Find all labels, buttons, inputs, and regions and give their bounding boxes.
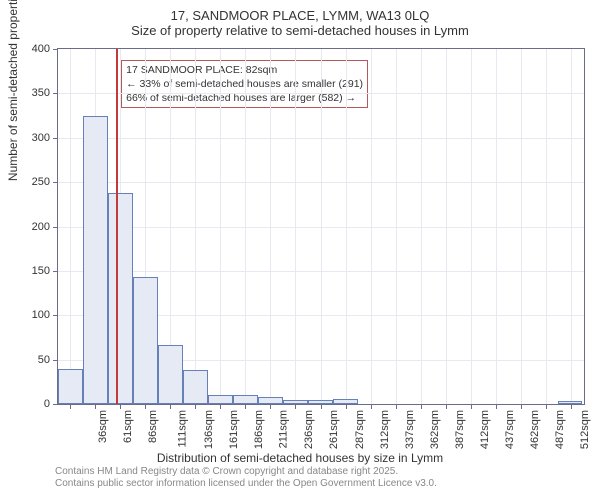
x-tick-label: 136sqm [204,410,216,449]
grid-line-v [546,49,547,404]
grid-line-v [195,49,196,404]
grid-line-v [270,49,271,404]
grid-line-v [346,49,347,404]
grid-line-v [521,49,522,404]
x-axis-title: Distribution of semi-detached houses by … [5,451,595,465]
y-tick-label: 50 [38,354,50,366]
histogram-bar [258,397,283,404]
histogram-bar [183,370,208,404]
x-tick [170,404,171,409]
x-tick-label: 312sqm [379,410,391,449]
grid-line-v [371,49,372,404]
histogram-bar [233,395,258,404]
y-tick [53,93,58,94]
y-tick [53,315,58,316]
y-tick-label: 200 [32,221,50,233]
grid-line-v [321,49,322,404]
reference-line [116,49,118,404]
x-tick-label: 412sqm [479,410,491,449]
x-tick-label: 36sqm [98,410,110,443]
x-tick-label: 261sqm [328,410,340,449]
chart-title-line1: 17, SANDMOOR PLACE, LYMM, WA13 0LQ [5,8,595,23]
grid-line-v [245,49,246,404]
x-tick-label: 161sqm [229,410,241,449]
y-tick [53,49,58,50]
x-tick-label: 337sqm [404,410,416,449]
x-tick [120,404,121,409]
x-tick [346,404,347,409]
histogram-bar [333,399,358,404]
x-tick [496,404,497,409]
x-tick [446,404,447,409]
y-tick-label: 350 [32,87,50,99]
histogram-bar [83,116,108,404]
x-tick [270,404,271,409]
grid-line-v [496,49,497,404]
y-tick [53,404,58,405]
grid-line-v [295,49,296,404]
x-tick-label: 86sqm [147,410,159,443]
histogram-bar [558,401,583,404]
x-tick-label: 512sqm [579,410,591,449]
grid-line-v [70,49,71,404]
y-tick [53,271,58,272]
x-tick-label: 462sqm [529,410,541,449]
caption-line1: Contains HM Land Registry data © Crown c… [55,466,437,478]
grid-line-v [220,49,221,404]
y-tick-label: 150 [32,265,50,277]
x-tick [471,404,472,409]
histogram-bar [133,277,158,404]
histogram-bar [108,193,133,404]
y-axis-title: Number of semi-detached properties [6,0,20,181]
x-tick [195,404,196,409]
histogram-bar [158,345,183,404]
x-tick-label: 186sqm [253,410,265,449]
histogram-bar [208,395,233,404]
x-tick-label: 437sqm [504,410,516,449]
caption: Contains HM Land Registry data © Crown c… [55,466,437,490]
x-tick-label: 362sqm [429,410,441,449]
y-tick [53,227,58,228]
grid-line-v [571,49,572,404]
x-tick [521,404,522,409]
x-tick [95,404,96,409]
y-tick-label: 0 [44,398,50,410]
histogram-bar [58,369,83,405]
plot-area: 17 SANDMOOR PLACE: 82sqm ← 33% of semi-d… [57,48,585,405]
y-tick-label: 100 [32,309,50,321]
x-tick [396,404,397,409]
x-tick [145,404,146,409]
x-tick [70,404,71,409]
y-tick [53,182,58,183]
y-tick [53,360,58,361]
x-tick-label: 111sqm [177,410,189,448]
x-tick [220,404,221,409]
x-tick-label: 487sqm [554,410,566,449]
x-tick [245,404,246,409]
y-tick-label: 400 [32,43,50,55]
grid-line-v [421,49,422,404]
histogram-bar [308,400,333,404]
chart-title-line2: Size of property relative to semi-detach… [5,23,595,38]
grid-line-v [446,49,447,404]
x-tick-label: 287sqm [354,410,366,449]
y-tick [53,138,58,139]
histogram-bar [283,400,308,404]
y-tick-label: 250 [32,176,50,188]
x-tick [295,404,296,409]
x-tick [546,404,547,409]
x-tick-label: 236sqm [303,410,315,449]
grid-line-v [471,49,472,404]
x-tick [421,404,422,409]
x-tick [571,404,572,409]
x-tick [321,404,322,409]
x-tick [371,404,372,409]
grid-line-v [396,49,397,404]
y-tick-label: 300 [32,132,50,144]
x-tick-label: 211sqm [278,410,290,448]
chart-container: 17, SANDMOOR PLACE, LYMM, WA13 0LQ Size … [5,8,595,495]
x-tick-label: 61sqm [122,410,134,443]
caption-line2: Contains public sector information licen… [55,478,437,490]
x-tick-label: 387sqm [454,410,466,449]
